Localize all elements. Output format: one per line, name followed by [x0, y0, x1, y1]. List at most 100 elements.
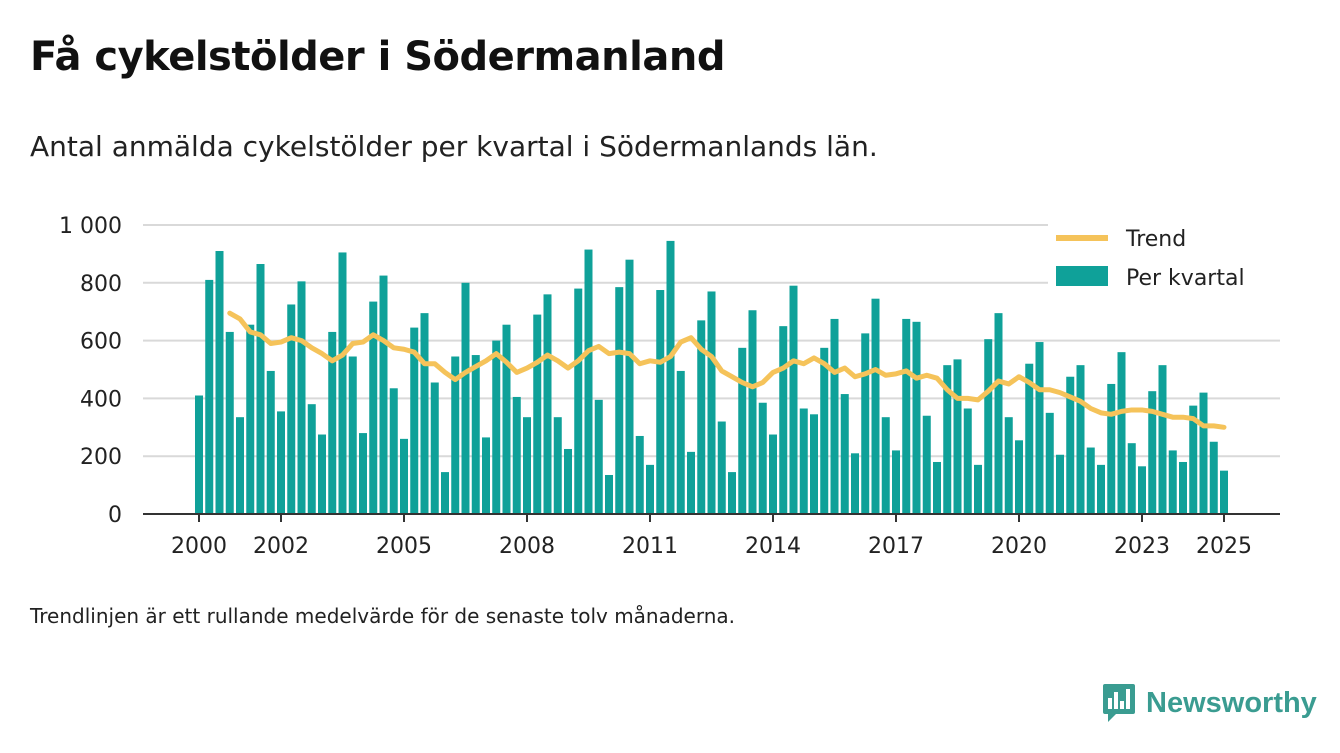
y-tick-label: 600	[80, 330, 122, 355]
bar	[318, 434, 326, 514]
x-tick-label: 2000	[171, 534, 227, 559]
bar	[810, 414, 818, 514]
bar	[1086, 447, 1095, 514]
bar	[1158, 365, 1167, 514]
bar	[1168, 450, 1177, 514]
bar	[1117, 352, 1126, 514]
bar	[502, 324, 511, 514]
bar	[758, 402, 767, 514]
bar	[441, 472, 449, 514]
bar	[307, 404, 316, 514]
bar	[430, 382, 439, 514]
chart-subtitle: Antal anmälda cykelstölder per kvartal i…	[30, 130, 878, 163]
bar	[379, 275, 388, 514]
bar	[1076, 365, 1085, 514]
bar	[1209, 441, 1218, 514]
bar	[1004, 417, 1013, 514]
bar	[195, 395, 203, 514]
x-tick-label: 2025	[1196, 534, 1252, 559]
bar	[297, 281, 306, 514]
bar	[646, 464, 654, 514]
bar	[359, 433, 367, 514]
bar	[594, 399, 603, 514]
y-tick-label: 0	[108, 503, 122, 528]
bar	[605, 474, 613, 514]
bar	[338, 252, 347, 514]
bar	[635, 435, 644, 514]
bar	[1025, 363, 1034, 514]
bar	[728, 472, 736, 514]
bar	[707, 291, 716, 514]
bar	[246, 324, 255, 514]
x-tick-label: 2011	[622, 534, 678, 559]
bar	[256, 264, 265, 514]
bar	[779, 326, 788, 514]
bar	[871, 298, 880, 514]
bar	[1220, 470, 1228, 514]
bar	[1066, 376, 1075, 514]
bar	[799, 408, 808, 514]
newsworthy-logo-icon	[1103, 684, 1135, 722]
bar	[1148, 391, 1157, 514]
x-tick-label: 2008	[499, 534, 555, 559]
bar	[769, 434, 777, 514]
bar	[512, 396, 521, 514]
bar	[1189, 405, 1198, 515]
bar	[1138, 466, 1146, 514]
bar	[748, 310, 757, 514]
bar	[492, 340, 501, 514]
x-tick-label: 2020	[991, 534, 1047, 559]
bar	[266, 370, 275, 514]
bar	[1015, 440, 1023, 514]
bar	[738, 347, 747, 514]
bar	[420, 313, 429, 514]
trend-line-group	[227, 310, 1227, 430]
bar-line-chart: 0 200 400 600 800 1 000 2000 2002 2005 2008 2011 20…	[59, 214, 1280, 559]
bar	[543, 294, 552, 514]
bar	[912, 321, 921, 514]
y-tick-label: 1 000	[59, 214, 122, 239]
bar	[666, 240, 675, 514]
bar	[994, 313, 1003, 514]
bar	[1097, 464, 1105, 514]
bar	[933, 461, 941, 514]
bar	[953, 359, 962, 514]
bar	[963, 408, 972, 514]
x-tick-label: 2005	[376, 534, 432, 559]
legend: Trend Per kvartal	[1048, 218, 1280, 292]
bar	[410, 327, 419, 514]
bar	[1045, 412, 1054, 514]
brand-name: Newsworthy	[1146, 686, 1317, 719]
bar	[482, 437, 490, 514]
bar	[471, 355, 480, 514]
bar	[574, 288, 583, 514]
bar	[615, 287, 624, 514]
bar	[369, 301, 378, 514]
bar	[881, 417, 890, 514]
bar	[902, 318, 911, 514]
x-tick-label: 2014	[745, 534, 801, 559]
bar	[523, 417, 531, 514]
y-tick-label: 800	[80, 272, 122, 297]
x-tick-label: 2002	[253, 534, 309, 559]
bar	[625, 259, 634, 514]
bar	[789, 285, 798, 514]
chart-title: Få cykelstölder i Södermanland	[30, 34, 725, 80]
bar	[974, 464, 982, 514]
bar	[553, 417, 562, 514]
bar	[1035, 342, 1044, 514]
bar	[830, 318, 839, 514]
bar	[943, 365, 952, 514]
legend-trend-label: Trend	[1125, 227, 1186, 252]
bar	[277, 411, 285, 514]
legend-per-kvartal-label: Per kvartal	[1126, 266, 1245, 291]
bar	[656, 290, 665, 514]
bar	[922, 415, 931, 514]
bar	[287, 304, 296, 514]
bar	[205, 279, 214, 514]
bar	[676, 370, 685, 514]
y-tick-label: 400	[80, 387, 122, 412]
bar	[1199, 392, 1208, 514]
bar	[1056, 454, 1064, 514]
y-tick-label: 200	[80, 445, 122, 470]
